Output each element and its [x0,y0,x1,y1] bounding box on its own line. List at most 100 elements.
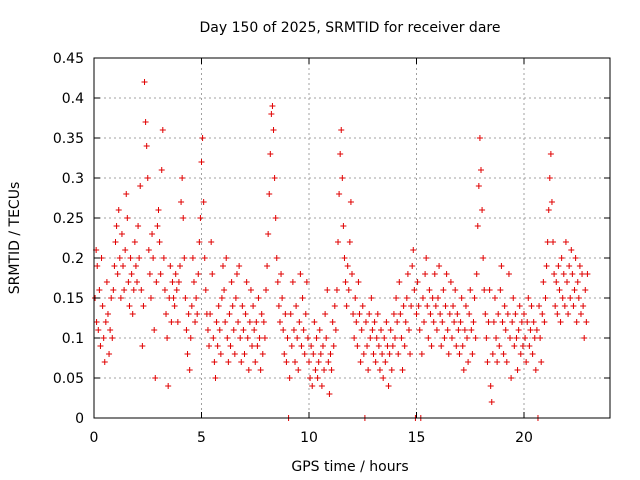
data-point [465,359,472,365]
data-point [470,319,477,325]
data-point [427,311,434,317]
data-point [415,303,422,309]
data-point [323,335,330,341]
data-point [388,367,395,373]
data-point [451,319,458,325]
data-point [464,335,471,341]
data-point [254,343,261,349]
data-point [429,295,436,301]
data-point [359,303,366,309]
data-point [419,295,426,301]
data-point [263,287,269,293]
data-point [445,351,452,357]
data-points [92,79,591,421]
data-point [532,367,539,373]
data-point [382,359,389,365]
data-point [196,239,203,245]
data-point [548,199,555,205]
data-point [562,239,569,245]
data-point [476,135,483,141]
data-point [538,359,545,365]
data-point [537,335,544,341]
data-point [190,279,197,285]
data-point [177,263,183,269]
data-point [511,343,518,349]
data-point [481,287,488,293]
data-point [265,231,272,237]
data-point [352,295,359,301]
data-point [401,343,408,349]
data-point [295,367,302,373]
data-point [403,295,410,301]
data-point [365,367,372,373]
data-point [174,319,181,325]
data-point [390,311,397,317]
data-point [342,279,349,285]
data-point [279,295,286,301]
data-point [104,311,111,317]
data-point [132,263,139,269]
data-point [183,327,190,333]
data-point [498,263,505,269]
data-point [387,327,394,333]
data-point [480,255,487,261]
data-point [170,295,177,301]
data-point [185,311,192,317]
data-point [325,359,332,365]
data-point [413,311,420,317]
data-point [456,351,463,357]
data-point [396,279,403,285]
data-point [497,287,504,293]
x-tick-label: 20 [515,430,533,446]
data-point [256,335,263,341]
data-point [353,319,360,325]
y-tick-label: 0.45 [53,51,84,67]
data-point [543,263,550,269]
data-point [475,183,482,189]
data-point [457,319,464,325]
data-point [455,327,462,333]
data-point [579,271,586,277]
data-point [207,311,214,317]
data-point [313,335,320,341]
data-point [111,263,118,269]
data-point [411,287,418,293]
data-point [569,271,576,277]
data-point [416,327,423,333]
data-point [145,247,152,253]
data-point [526,343,533,349]
data-point [483,335,490,341]
data-point [144,175,151,181]
data-point [424,303,431,309]
data-point [332,327,339,333]
data-point [407,351,414,357]
data-point [309,383,316,389]
x-tick-label: 5 [197,430,206,446]
data-point [561,303,568,309]
data-point [440,287,447,293]
data-point [479,207,486,213]
data-point [201,255,208,261]
data-point [528,303,535,309]
data-point [541,319,548,325]
data-point [179,175,186,181]
data-point [453,343,460,349]
data-point [229,303,236,309]
data-point [495,311,502,317]
data-point [114,271,121,277]
data-point [374,311,381,317]
data-point [300,327,307,333]
data-point [389,343,396,349]
data-point [199,135,206,141]
data-point [386,351,393,357]
data-point [572,255,579,261]
data-point [181,255,188,261]
data-point [581,335,588,341]
data-point [115,207,122,213]
data-point [193,295,200,301]
chart-title: Day 150 of 2025, SRMTID for receiver dar… [200,20,501,36]
data-point [341,255,348,261]
data-point [252,359,259,365]
data-point [318,383,325,389]
data-point [93,319,100,325]
